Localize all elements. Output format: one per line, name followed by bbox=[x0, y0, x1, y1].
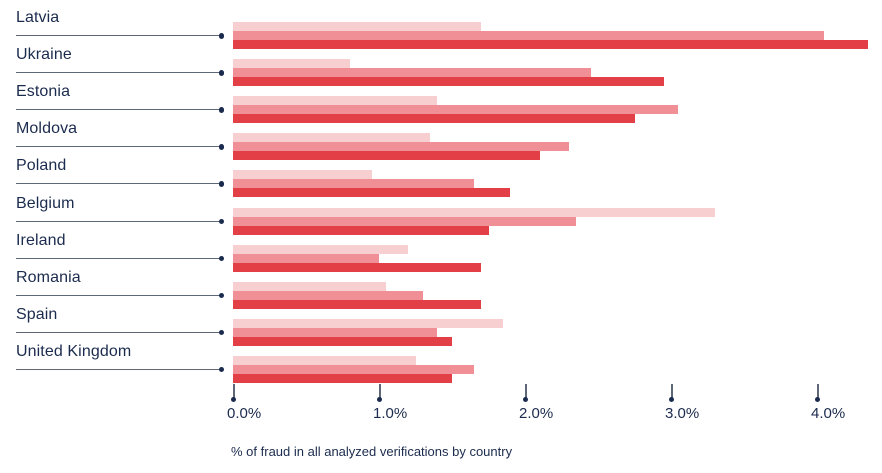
bar-romania-series-3-dark bbox=[233, 299, 482, 309]
bar-romania-series-1-light bbox=[233, 281, 387, 291]
axis-tick-icon bbox=[523, 384, 529, 402]
bar-romania-series-2-medium bbox=[233, 290, 423, 300]
axis-tick-dot-icon bbox=[523, 397, 529, 402]
leader-dot-icon bbox=[218, 144, 224, 150]
axis-tick-label: 4.0% bbox=[811, 405, 846, 422]
country-label-line-estonia: Estonia bbox=[16, 83, 224, 113]
bar-ukraine-series-2-medium bbox=[233, 68, 591, 78]
bar-estonia-series-2-medium bbox=[233, 105, 679, 115]
country-label: Belgium bbox=[16, 194, 75, 212]
country-label-line-belgium: Belgium bbox=[16, 194, 224, 224]
axis-tick-icon bbox=[669, 384, 675, 402]
leader-dot-icon bbox=[218, 181, 224, 187]
country-row-poland: Poland bbox=[0, 158, 882, 198]
leader-dot-icon bbox=[218, 107, 224, 113]
bar-ireland-series-3-dark bbox=[233, 262, 482, 272]
country-label: Poland bbox=[16, 157, 67, 175]
leader-dot-icon bbox=[218, 292, 224, 299]
country-row-romania: Romania bbox=[0, 269, 882, 310]
axis-tick-label: 3.0% bbox=[665, 405, 700, 422]
bar-spain-series-3-dark bbox=[233, 336, 452, 346]
bar-latvia-series-1-light bbox=[233, 22, 482, 31]
country-label-line-latvia: Latvia bbox=[16, 9, 224, 39]
bar-latvia-series-2-medium bbox=[233, 31, 825, 40]
leader-dot-icon bbox=[218, 329, 224, 336]
axis-tick-label: 0.0% bbox=[227, 405, 262, 422]
axis-tick-icon bbox=[377, 384, 383, 402]
country-label: Estonia bbox=[16, 83, 71, 101]
country-label: Romania bbox=[16, 268, 81, 286]
bar-united-kingdom-series-1-light bbox=[233, 355, 416, 365]
country-row-belgium: Belgium bbox=[0, 195, 882, 236]
axis-tick-label: 1.0% bbox=[373, 405, 408, 422]
bar-moldova-series-3-dark bbox=[233, 151, 540, 161]
axis-tick-icon bbox=[815, 384, 821, 402]
country-label-line-united-kingdom: United Kingdom bbox=[16, 342, 224, 373]
bar-latvia-series-3-dark bbox=[233, 40, 869, 49]
bar-poland-series-3-dark bbox=[233, 188, 511, 198]
country-row-estonia: Estonia bbox=[0, 84, 882, 124]
axis-tick-label: 2.0% bbox=[519, 405, 554, 422]
bar-united-kingdom-series-3-dark bbox=[233, 373, 452, 383]
leader-dot-icon bbox=[218, 218, 224, 224]
country-row-ukraine: Ukraine bbox=[0, 47, 882, 87]
country-row-latvia: Latvia bbox=[0, 10, 882, 50]
bar-belgium-series-3-dark bbox=[233, 225, 489, 235]
bar-belgium-series-1-light bbox=[233, 207, 715, 217]
axis-tick-dot-icon bbox=[231, 397, 237, 402]
country-label: Spain bbox=[16, 305, 58, 323]
bar-belgium-series-2-medium bbox=[233, 216, 577, 226]
country-label: Ukraine bbox=[16, 46, 72, 64]
bar-ireland-series-2-medium bbox=[233, 253, 379, 263]
leader-dot-icon bbox=[218, 366, 224, 373]
axis-tick-dot-icon bbox=[669, 397, 675, 402]
bar-estonia-series-3-dark bbox=[233, 114, 635, 124]
country-row-ireland: Ireland bbox=[0, 232, 882, 273]
country-label: United Kingdom bbox=[16, 342, 132, 360]
country-label-line-romania: Romania bbox=[16, 268, 224, 299]
bar-moldova-series-1-light bbox=[233, 133, 431, 143]
country-label: Latvia bbox=[16, 9, 60, 26]
country-label: Ireland bbox=[16, 231, 66, 249]
country-label-line-spain: Spain bbox=[16, 305, 224, 336]
bar-spain-series-1-light bbox=[233, 318, 504, 328]
axis-tick-dot-icon bbox=[377, 397, 383, 402]
country-row-spain: Spain bbox=[0, 306, 882, 347]
axis-tick-icon bbox=[231, 384, 237, 402]
bar-united-kingdom-series-2-medium bbox=[233, 364, 474, 374]
country-label: Moldova bbox=[16, 120, 78, 138]
bar-spain-series-2-medium bbox=[233, 327, 438, 337]
country-row-united-kingdom: United Kingdom bbox=[0, 343, 882, 384]
bar-poland-series-2-medium bbox=[233, 179, 474, 189]
bar-ukraine-series-1-light bbox=[233, 59, 350, 69]
leader-dot-icon bbox=[218, 33, 224, 39]
country-label-line-ukraine: Ukraine bbox=[16, 46, 224, 76]
country-label-line-ireland: Ireland bbox=[16, 231, 224, 262]
bar-poland-series-1-light bbox=[233, 170, 372, 180]
bar-moldova-series-2-medium bbox=[233, 142, 569, 152]
bar-estonia-series-1-light bbox=[233, 96, 438, 106]
axis-tick-dot-icon bbox=[815, 397, 821, 402]
leader-dot-icon bbox=[218, 255, 224, 262]
chart-caption: % of fraud in all analyzed verifications… bbox=[231, 444, 513, 459]
bar-ireland-series-1-light bbox=[233, 244, 409, 254]
bar-ukraine-series-3-dark bbox=[233, 77, 664, 87]
country-row-moldova: Moldova bbox=[0, 121, 882, 161]
country-label-line-moldova: Moldova bbox=[16, 120, 224, 150]
leader-dot-icon bbox=[218, 70, 224, 76]
country-label-line-poland: Poland bbox=[16, 157, 224, 187]
